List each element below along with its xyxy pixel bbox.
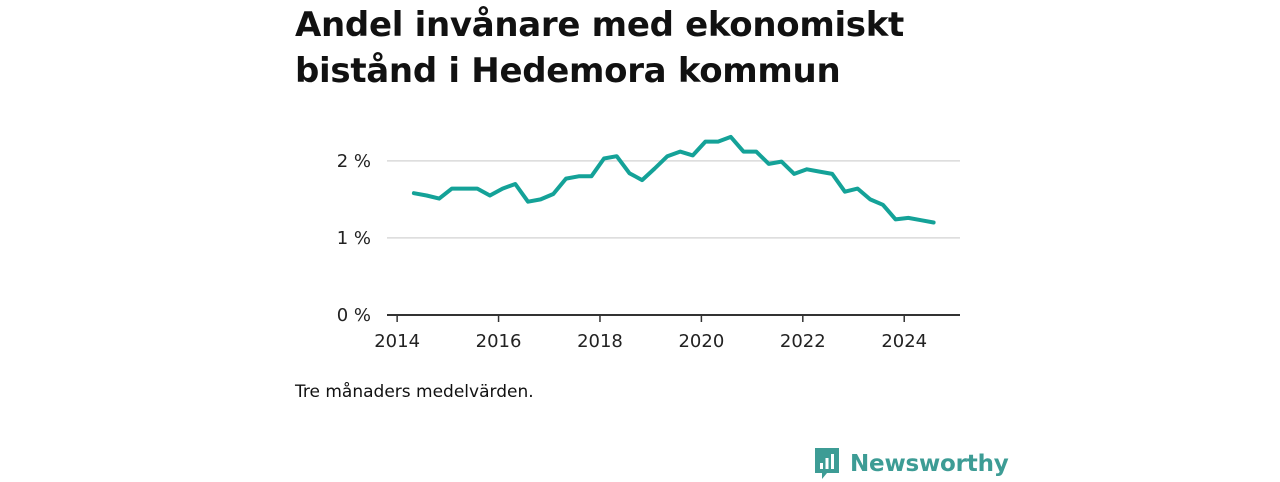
brand-name: Newsworthy (850, 451, 1009, 477)
y-tick-label: 1 % (337, 228, 371, 249)
x-tick-label: 2016 (476, 331, 522, 352)
series-layer (411, 134, 936, 225)
x-tick-label: 2020 (678, 331, 724, 352)
chart-note: Tre månaders medelvärden. (295, 382, 534, 402)
x-tick-label: 2024 (881, 331, 927, 352)
x-tick-label: 2018 (577, 331, 623, 352)
line-chart: 0 % 1 % 2 % 2014 2016 2018 2020 2022 2024 (337, 134, 960, 352)
x-tick-label: 2014 (374, 331, 420, 352)
y-tick-label: 2 % (337, 151, 371, 172)
grid-lines (387, 160, 960, 239)
y-tick-label: 0 % (337, 305, 371, 326)
bar-chart-icon (815, 448, 839, 479)
series-line (411, 134, 936, 225)
newsworthy-logo: Newsworthy (813, 446, 1009, 482)
y-axis-ticks: 0 % 1 % 2 % (337, 151, 371, 326)
x-axis-ticks: 2014 2016 2018 2020 2022 2024 (374, 315, 927, 352)
chart-title: Andel invånare med ekonomiskt bistånd i … (295, 5, 905, 91)
x-tick-label: 2022 (780, 331, 826, 352)
